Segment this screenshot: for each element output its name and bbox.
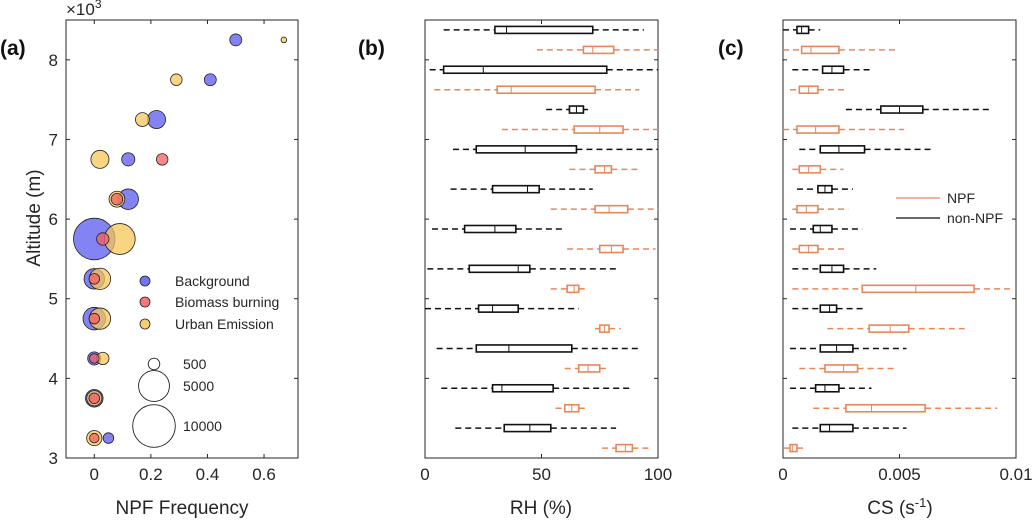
- npf-box-b-box: [573, 125, 624, 134]
- bubble-background: [203, 73, 217, 87]
- bubble-urban: [90, 149, 110, 169]
- non-npf-box-b-box: [468, 264, 531, 274]
- panel-label-b: (b): [358, 37, 385, 60]
- bubble-urban: [135, 112, 150, 127]
- x-tick-label-a: 0: [90, 465, 99, 484]
- bubble-biomass: [96, 232, 110, 246]
- legend-marker-biomass: [139, 296, 151, 308]
- non-npf-box-c-box: [796, 25, 810, 35]
- non-npf-box-b-box: [491, 184, 540, 194]
- bubble-background: [147, 110, 166, 129]
- panel-b-plot: 0 50 100: [420, 19, 672, 484]
- npf-box-b-box: [594, 165, 613, 174]
- x-tick-label-c: 0: [778, 465, 787, 484]
- npf-box-b-box: [615, 443, 634, 453]
- npf-box-c-box: [800, 45, 840, 55]
- npf-box-b-box: [496, 85, 596, 95]
- npf-box-b-box: [566, 284, 580, 294]
- y-exponent-label: ×103: [66, 0, 102, 19]
- npf-box-c-box: [868, 324, 910, 333]
- npf-box-c-box: [796, 204, 819, 214]
- legend-size-circle: [138, 370, 170, 402]
- y-tick-label-a: 4: [49, 369, 58, 388]
- npf-box-c-box: [798, 165, 822, 174]
- legend-a-label-biomass: Biomass burning: [175, 294, 279, 310]
- x-tick-label-c: 0.005: [878, 465, 921, 484]
- legend-c-label-non-npf: non-NPF: [947, 210, 1003, 226]
- x-tick-label-c: 0.01: [999, 465, 1032, 484]
- npf-box-c-box: [789, 443, 798, 453]
- bubble-background: [121, 152, 136, 167]
- x-axis-label-a: NPF Frequency: [115, 498, 249, 519]
- bubble-urban: [170, 73, 183, 86]
- x-tick-label-b: 0: [420, 465, 429, 484]
- legend-size-circle: [147, 357, 161, 371]
- panel-c-plot: 0 0.005 0.01: [778, 19, 1032, 484]
- y-tick-label-a: 5: [49, 290, 58, 309]
- non-npf-box-b-box: [491, 383, 554, 393]
- y-tick-label-a: 3: [49, 449, 58, 468]
- bubble-biomass: [88, 273, 100, 285]
- non-npf-box-b-box: [463, 224, 517, 234]
- bubble-biomass: [89, 432, 100, 444]
- panel-label-a: (a): [0, 37, 26, 60]
- bubble-biomass: [88, 312, 100, 325]
- bubble-background: [229, 33, 243, 47]
- y-tick-label-a: 6: [49, 210, 58, 229]
- y-axis-label-a: Altitude (m): [24, 169, 45, 266]
- legend-a-size-label-500: 500: [183, 356, 207, 372]
- panel-label-c: (c): [718, 37, 744, 60]
- npf-box-b-box: [577, 364, 601, 373]
- npf-box-b-box: [582, 45, 615, 55]
- x-tick-label-a: 0.4: [196, 465, 220, 484]
- x-axis-label-c: CS (s-1): [867, 495, 932, 519]
- non-npf-box-b-box: [503, 423, 552, 433]
- bubble-biomass: [156, 153, 169, 166]
- legend-marker-background: [139, 275, 151, 287]
- non-npf-box-c-box: [819, 423, 854, 433]
- non-npf-box-c-box: [812, 224, 833, 234]
- non-npf-box-c-box: [819, 145, 866, 154]
- non-npf-box-b-box: [475, 344, 573, 353]
- bubble-background: [102, 432, 115, 444]
- npf-box-c-box: [824, 364, 859, 373]
- x-tick-label-a: 0.2: [139, 465, 163, 484]
- non-npf-box-b-box: [442, 65, 608, 75]
- npf-box-c-box: [796, 125, 840, 134]
- x-tick-label-a: 0.6: [252, 465, 276, 484]
- bubble-biomass: [110, 193, 124, 206]
- bubble-urban: [280, 36, 288, 44]
- non-npf-box-b-box: [475, 145, 578, 154]
- bubble-biomass: [89, 353, 100, 364]
- legend-size-circle: [132, 404, 176, 448]
- npf-box-c-box: [845, 403, 926, 413]
- non-npf-box-c-box: [819, 304, 838, 313]
- legend-a-size-label-5000: 5000: [183, 378, 214, 394]
- non-npf-box-c-box: [814, 383, 840, 393]
- npf-box-c-box: [861, 284, 975, 294]
- npf-box-b-box: [594, 204, 629, 214]
- non-npf-box-b-box: [477, 304, 519, 313]
- legend-a-size-label-10000: 10000: [183, 418, 222, 434]
- bubble-biomass: [88, 392, 100, 404]
- axis-frame-a: [65, 19, 299, 459]
- legend-marker-urban: [139, 318, 151, 330]
- legend-a-label-urban: Urban Emission: [175, 316, 274, 332]
- panel-a-plot: 0 0.2 0.4 0.6 3 4 5 6 7 8: [49, 19, 299, 484]
- x-tick-label-b: 50: [532, 465, 551, 484]
- y-tick-label-a: 7: [49, 130, 58, 149]
- x-axis-label-b: RH (%): [510, 498, 572, 519]
- y-tick-label-a: 8: [49, 51, 58, 70]
- non-npf-box-c-box: [880, 105, 924, 114]
- non-npf-box-b-box: [494, 25, 594, 35]
- non-npf-box-c-box: [821, 65, 845, 75]
- legend-c-label-npf: NPF: [947, 190, 975, 206]
- x-tick-label-b: 100: [644, 465, 672, 484]
- legend-a-label-background: Background: [175, 273, 250, 289]
